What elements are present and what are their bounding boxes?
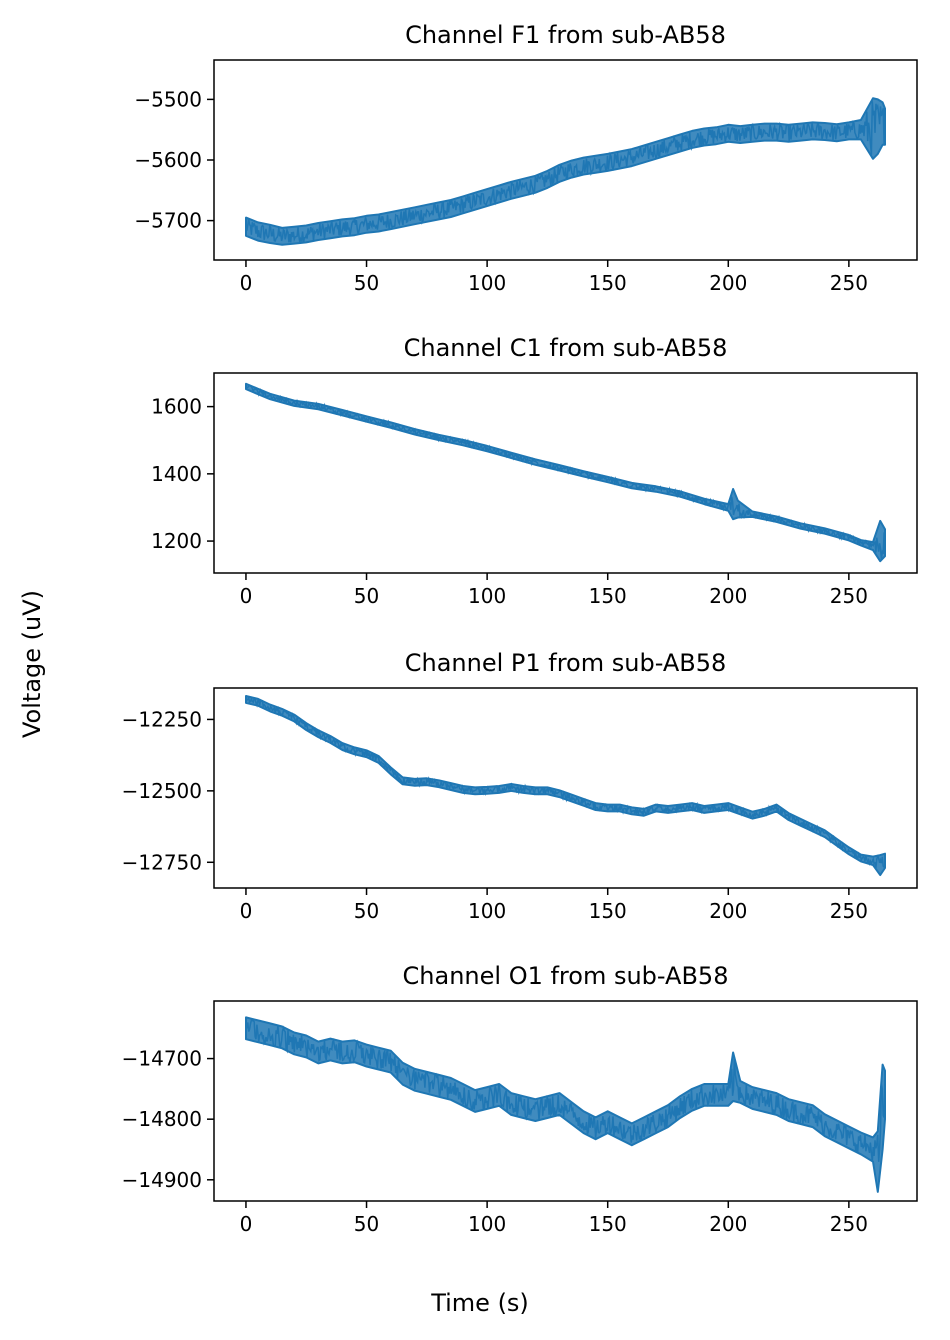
signal-trace: [245, 101, 886, 244]
subplot-title: Channel O1 from sub-AB58: [403, 962, 729, 990]
x-tick-label: 250: [830, 1212, 868, 1236]
y-tick-label: 1400: [151, 462, 202, 486]
subplot-title: Channel F1 from sub-AB58: [405, 21, 726, 49]
axes-frame: [213, 1000, 918, 1202]
x-tick-label: 0: [240, 899, 253, 923]
x-tick-label: 150: [589, 271, 627, 295]
y-tick-label: −5500: [134, 87, 202, 111]
signal-envelope: [245, 695, 886, 877]
y-tick-label: 1200: [151, 529, 202, 553]
x-tick-label: 50: [354, 271, 379, 295]
signal-trace: [245, 1018, 886, 1162]
x-tick-label: 150: [589, 584, 627, 608]
plot-area: [245, 695, 886, 877]
subplot-1: Channel F1 from sub-AB58 0 50 100 150 200 250 −…: [134, 21, 918, 295]
x-tick-label: 0: [240, 1212, 253, 1236]
signal-trace: [245, 695, 886, 869]
x-tick-label: 50: [354, 584, 379, 608]
plot-area: [245, 1016, 886, 1193]
figure-x-axis-label: Time (s): [430, 1289, 529, 1317]
x-tick-label: 250: [830, 899, 868, 923]
subplot-grid: Channel F1 from sub-AB58 0 50 100 150 200 250 −…: [122, 21, 918, 1236]
x-tick-label: 100: [468, 271, 506, 295]
plot-area: [245, 97, 886, 246]
y-tick-label: −12750: [122, 850, 202, 874]
x-tick-label: 250: [830, 271, 868, 295]
figure-y-axis-label: Voltage (uV): [18, 590, 46, 738]
x-tick-label: 100: [468, 899, 506, 923]
subplot-2: Channel C1 from sub-AB58 0 50 100 150 200 250 1…: [151, 334, 918, 608]
y-tick-label: −14900: [122, 1168, 202, 1192]
x-tick-label: 150: [589, 1212, 627, 1236]
x-tick-label: 200: [709, 1212, 747, 1236]
x-tick-label: 200: [709, 899, 747, 923]
y-tick-label: −5600: [134, 148, 202, 172]
y-tick-label: −5700: [134, 209, 202, 233]
y-tick-label: 1600: [151, 395, 202, 419]
x-tick-label: 200: [709, 271, 747, 295]
x-tick-label: 150: [589, 899, 627, 923]
x-tick-label: 100: [468, 1212, 506, 1236]
x-tick-label: 50: [354, 1212, 379, 1236]
x-tick-label: 50: [354, 899, 379, 923]
plot-area: [245, 382, 886, 563]
x-tick-label: 0: [240, 584, 253, 608]
x-tick-label: 0: [240, 271, 253, 295]
axes-frame: [213, 372, 918, 574]
subplot-title: Channel C1 from sub-AB58: [404, 334, 728, 362]
x-tick-label: 100: [468, 584, 506, 608]
axes-frame: [213, 687, 918, 889]
subplot-title: Channel P1 from sub-AB58: [405, 649, 727, 677]
subplot-4: Channel O1 from sub-AB58 0 50 100 150 200 250 −…: [122, 962, 918, 1236]
y-tick-label: −14700: [122, 1047, 202, 1071]
x-tick-label: 200: [709, 584, 747, 608]
signal-trace: [245, 384, 886, 560]
y-tick-label: −12250: [122, 707, 202, 731]
y-tick-label: −12500: [122, 779, 202, 803]
subplot-3: Channel P1 from sub-AB58 0 50 100 150 200 250 −…: [122, 649, 918, 923]
signal-envelope: [245, 382, 886, 563]
x-tick-label: 250: [830, 584, 868, 608]
y-tick-label: −14800: [122, 1107, 202, 1131]
